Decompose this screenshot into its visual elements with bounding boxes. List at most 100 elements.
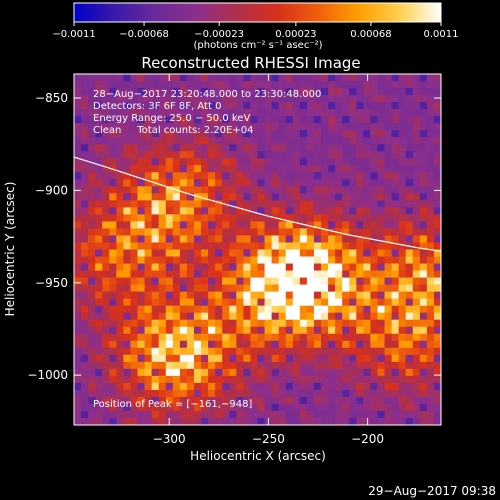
heatmap-cell (257, 102, 266, 110)
heatmap-cell (384, 347, 393, 356)
heatmap-cell (250, 368, 258, 377)
heatmap-cell (433, 137, 442, 145)
heatmap-cell (151, 389, 160, 398)
heatmap-cell (144, 389, 153, 398)
heatmap-cell (236, 256, 244, 265)
heatmap-cell (236, 130, 244, 138)
heatmap-cell (81, 270, 89, 279)
heatmap-cell (116, 179, 124, 187)
heatmap-cell (151, 256, 160, 265)
heatmap-cell (370, 319, 378, 328)
heatmap-cell (363, 130, 371, 138)
heatmap-cell (186, 165, 195, 173)
heatmap-cell (179, 396, 188, 405)
heatmap-cell (123, 277, 131, 286)
heatmap-cell (123, 368, 131, 377)
heatmap-cell (321, 179, 329, 187)
heatmap-cell (102, 277, 110, 286)
heatmap-cell (222, 193, 230, 201)
heatmap-cell (419, 368, 428, 377)
heatmap-cell (193, 228, 202, 236)
heatmap-cell (144, 277, 153, 286)
heatmap-cell (74, 403, 82, 412)
heatmap-cell (74, 144, 82, 152)
heatmap-cell (74, 179, 82, 187)
heatmap-cell (285, 88, 294, 96)
heatmap-cell (278, 382, 287, 391)
heatmap-cell (208, 228, 216, 236)
heatmap-cell (306, 361, 315, 370)
heatmap-cell (109, 410, 117, 419)
heatmap-cell (123, 326, 131, 335)
heatmap-cell (335, 151, 343, 159)
heatmap-cell (179, 74, 188, 82)
heatmap-cell (102, 95, 110, 103)
heatmap-cell (123, 312, 131, 321)
heatmap-cell (123, 347, 131, 356)
heatmap-cell (426, 326, 435, 335)
heatmap-cell (405, 368, 414, 377)
heatmap-cell (419, 74, 428, 82)
heatmap-cell (165, 403, 174, 412)
heatmap-cell (285, 396, 294, 405)
heatmap-cell (321, 74, 329, 82)
heatmap-cell (116, 130, 124, 138)
heatmap-cell (74, 277, 82, 286)
heatmap-cell (123, 228, 131, 236)
heatmap-cell (391, 235, 400, 243)
heatmap-cell (257, 137, 266, 145)
heatmap-cell (201, 200, 209, 208)
heatmap-cell (349, 270, 357, 279)
heatmap-cell (433, 207, 442, 215)
heatmap-cell (250, 214, 258, 222)
heatmap-cell (377, 333, 386, 342)
heatmap-cell (328, 179, 336, 187)
heatmap-cell (158, 116, 167, 124)
heatmap-cell (130, 396, 139, 405)
heatmap-cell (137, 144, 146, 152)
heatmap-cell (342, 256, 350, 265)
colorbar-fill (74, 3, 441, 22)
heatmap-cell (264, 270, 273, 279)
heatmap-cell (321, 200, 329, 208)
heatmap-cell (328, 284, 336, 293)
heatmap-cell (222, 151, 230, 159)
heatmap-cell (215, 130, 223, 138)
heatmap-cell (412, 389, 421, 398)
heatmap-cell (349, 340, 357, 349)
heatmap-cell (285, 102, 294, 110)
heatmap-cell (419, 312, 428, 321)
heatmap-cell (215, 207, 223, 215)
heatmap-cell (384, 389, 393, 398)
heatmap-cell (384, 116, 393, 124)
heatmap-cell (299, 221, 308, 229)
heatmap-cell (398, 347, 407, 356)
heatmap-cell (292, 263, 301, 272)
heatmap-cell (236, 361, 244, 370)
heatmap-cell (208, 221, 216, 229)
heatmap-cell (179, 102, 188, 110)
heatmap-cell (426, 410, 435, 419)
heatmap-cell (193, 284, 202, 293)
heatmap-cell (292, 256, 301, 265)
heatmap-cell (278, 137, 287, 145)
heatmap-cell (342, 249, 350, 258)
heatmap-cell (370, 130, 378, 138)
heatmap-cell (165, 221, 174, 229)
heatmap-cell (193, 361, 202, 370)
heatmap-cell (384, 298, 393, 307)
heatmap-cell (109, 144, 117, 152)
heatmap-cell (433, 95, 442, 103)
heatmap-cell (433, 312, 442, 321)
heatmap-cell (215, 263, 223, 272)
heatmap-cell (370, 361, 378, 370)
heatmap-cell (377, 221, 386, 229)
heatmap-cell (88, 165, 96, 173)
heatmap-cell (306, 137, 315, 145)
heatmap-cell (342, 305, 350, 314)
heatmap-cell (426, 347, 435, 356)
heatmap-cell (88, 88, 96, 96)
heatmap-cell (109, 326, 117, 335)
heatmap-cell (292, 347, 301, 356)
heatmap-cell (151, 298, 160, 307)
